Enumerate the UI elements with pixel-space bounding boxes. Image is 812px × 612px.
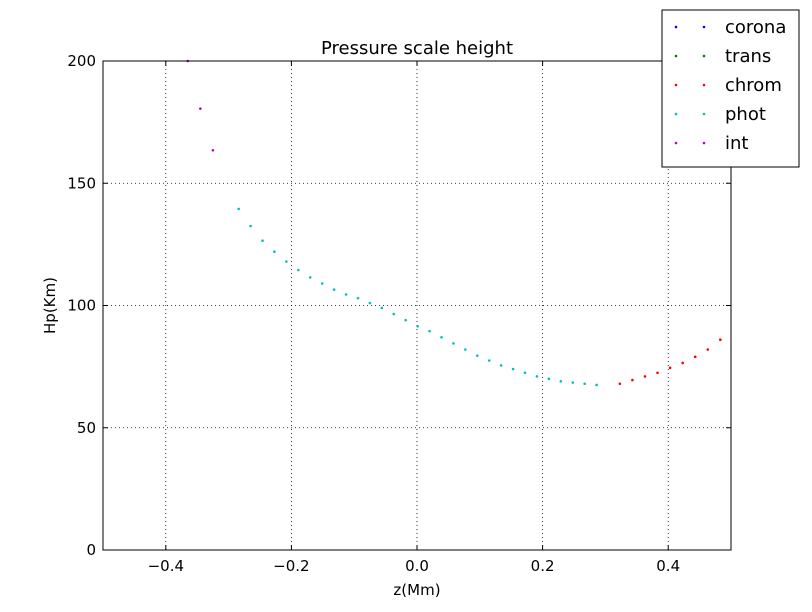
data-points (186, 59, 722, 387)
data-point-int (211, 148, 215, 152)
data-point-chrom (643, 375, 647, 378)
legend-marker (674, 54, 678, 58)
x-tick-label: 0.2 (531, 557, 555, 575)
legend: corona trans chrom phot int (661, 9, 800, 168)
legend-marker (702, 54, 706, 58)
x-tick-label: 0.0 (405, 557, 429, 575)
data-point-phot (380, 306, 384, 310)
data-point-chrom (719, 338, 722, 342)
data-point-phot (297, 268, 300, 272)
data-point-phot (547, 377, 551, 381)
data-point-phot (237, 207, 240, 211)
data-point-phot (440, 335, 443, 339)
data-point-chrom (631, 378, 634, 382)
legend-marker (674, 141, 678, 145)
data-point-phot (308, 276, 312, 279)
x-tick-label: −0.4 (148, 557, 184, 575)
data-point-phot (464, 348, 467, 351)
legend-label-trans: trans (725, 46, 771, 67)
data-point-phot (261, 239, 264, 243)
data-point-phot (475, 354, 479, 357)
legend-label-int: int (725, 133, 748, 154)
data-point-chrom (681, 361, 684, 365)
legend-marker (674, 25, 678, 29)
data-point-phot (428, 329, 431, 333)
data-point-int (199, 107, 202, 110)
legend-marker (702, 141, 706, 145)
data-point-phot (523, 371, 527, 375)
y-tick-label: 150 (67, 174, 96, 192)
data-point-phot (368, 301, 372, 305)
legend-label-phot: phot (725, 104, 766, 125)
data-point-phot (452, 342, 455, 345)
data-point-phot (583, 382, 586, 386)
data-point-phot (320, 282, 324, 285)
data-point-phot (499, 364, 503, 367)
legend-marker (702, 112, 706, 116)
data-point-chrom (693, 355, 697, 359)
data-point-chrom (656, 371, 659, 375)
data-point-phot (404, 318, 407, 322)
data-point-chrom (706, 348, 710, 351)
legend-label-chrom: chrom (725, 75, 782, 96)
y-tick-label: 50 (77, 419, 96, 437)
axis-ticks: −0.4 −0.2 0.0 0.2 0.4 0 50 100 150 200 (67, 52, 731, 575)
data-point-phot (595, 383, 598, 387)
legend-marker (674, 83, 678, 87)
data-point-phot (273, 250, 276, 254)
data-point-phot (535, 375, 539, 378)
data-point-phot (416, 324, 419, 328)
data-point-phot (511, 367, 515, 371)
data-point-phot (487, 359, 491, 362)
data-point-phot (285, 260, 288, 263)
x-axis-label: z(Mm) (393, 581, 440, 599)
data-point-phot (356, 296, 360, 300)
y-tick-label: 0 (86, 541, 96, 559)
legend-marker (702, 83, 706, 87)
x-tick-label: 0.4 (656, 557, 680, 575)
data-point-phot (249, 224, 252, 228)
data-point-phot (392, 312, 396, 316)
y-tick-label: 100 (67, 297, 96, 315)
data-point-phot (344, 293, 348, 296)
legend-box (661, 9, 800, 168)
legend-marker (702, 25, 706, 29)
grid (103, 60, 731, 551)
legend-label-corona: corona (725, 17, 786, 38)
x-tick-label: −0.2 (273, 557, 309, 575)
chart-title: Pressure scale height (321, 38, 513, 59)
legend-marker (674, 112, 678, 116)
data-point-chrom (668, 366, 672, 370)
y-axis-label: Hp(Km) (41, 277, 59, 334)
data-point-phot (332, 288, 336, 291)
data-point-chrom (618, 382, 622, 386)
y-tick-label: 200 (67, 52, 96, 70)
data-point-phot (571, 381, 575, 384)
data-point-phot (559, 379, 563, 383)
